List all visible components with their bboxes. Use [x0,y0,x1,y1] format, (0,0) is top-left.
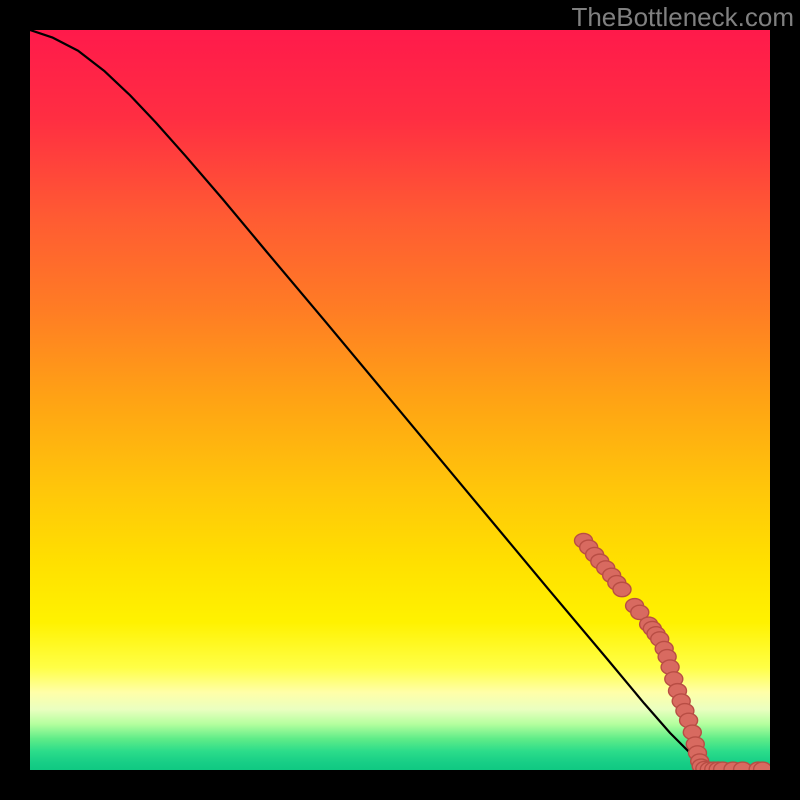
data-marker [613,582,631,596]
watermark-text: TheBottleneck.com [571,2,794,33]
chart-svg [30,30,770,770]
plot-area [30,30,770,770]
